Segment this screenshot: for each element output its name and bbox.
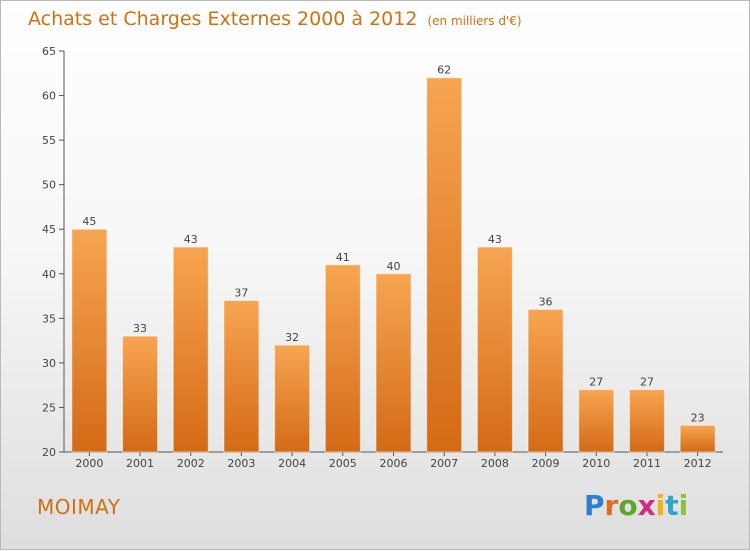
x-tick-label-2006: 2006 — [380, 457, 408, 470]
value-label-2011: 27 — [640, 376, 654, 389]
chart-bars: 45 33 43 37 32 41 40 62 43 36 27 27 23 — [71, 64, 716, 453]
y-tick-label: 65 — [42, 45, 56, 58]
logo-letter: i — [678, 489, 689, 522]
x-tick-label-2000: 2000 — [75, 457, 103, 470]
x-tick-label-2003: 2003 — [227, 457, 255, 470]
x-tick-label-2012: 2012 — [684, 457, 712, 470]
logo-letter: r — [604, 489, 619, 522]
x-tick-label-2011: 2011 — [633, 457, 661, 470]
value-label-2007: 62 — [437, 64, 451, 77]
logo-letter: o — [618, 489, 638, 522]
y-tick-label: 50 — [42, 179, 56, 192]
value-label-2008: 43 — [488, 233, 502, 246]
value-label-2001: 33 — [133, 322, 147, 335]
y-tick-label: 55 — [42, 134, 56, 147]
x-tick-label-2001: 2001 — [126, 457, 154, 470]
chart-title: Achats et Charges Externes 2000 à 2012 (e… — [28, 8, 522, 30]
proxiti-logo: Proxiti — [584, 489, 688, 522]
bar-2003 — [223, 300, 260, 453]
x-tick-label-2010: 2010 — [582, 457, 610, 470]
bar-2007 — [426, 77, 463, 453]
value-label-2004: 32 — [285, 331, 299, 344]
value-label-2005: 41 — [336, 251, 350, 264]
bar-2000 — [71, 228, 108, 453]
bar-2011 — [628, 389, 665, 453]
value-label-2012: 23 — [691, 411, 705, 424]
chart-unit: (en milliers d'€) — [427, 14, 522, 28]
bar-2002 — [172, 246, 209, 453]
logo-letter: x — [637, 489, 656, 522]
value-label-2003: 37 — [234, 287, 248, 300]
bar-2006 — [375, 273, 412, 453]
y-tick-label: 60 — [42, 90, 56, 103]
town-name: MOIMAY — [37, 495, 121, 519]
y-tick-label: 25 — [42, 401, 56, 414]
bar-2009 — [527, 308, 564, 453]
x-tick-label-2004: 2004 — [278, 457, 306, 470]
bar-2008 — [476, 246, 513, 453]
logo-letter: t — [665, 489, 679, 522]
bar-2010 — [578, 389, 615, 453]
value-label-2000: 45 — [82, 215, 96, 228]
y-tick-label: 35 — [42, 312, 56, 325]
x-tick-label-2007: 2007 — [430, 457, 458, 470]
y-tick-label: 40 — [42, 268, 56, 281]
x-tick-label-2008: 2008 — [481, 457, 509, 470]
x-tick-label-2002: 2002 — [177, 457, 205, 470]
y-tick-label: 45 — [42, 223, 56, 236]
y-tick-label: 20 — [42, 446, 56, 459]
bar-2001 — [122, 335, 159, 453]
logo-letter: P — [584, 489, 605, 522]
value-label-2002: 43 — [184, 233, 198, 246]
value-label-2006: 40 — [387, 260, 401, 273]
bar-2012 — [679, 424, 716, 453]
logo-letter: i — [655, 489, 666, 522]
value-label-2009: 36 — [539, 295, 553, 308]
value-label-2010: 27 — [589, 376, 603, 389]
chart-title-text: Achats et Charges Externes 2000 à 2012 — [28, 8, 418, 30]
x-tick-label-2005: 2005 — [329, 457, 357, 470]
y-tick-label: 30 — [42, 357, 56, 370]
x-tick-label-2009: 2009 — [532, 457, 560, 470]
bar-2004 — [274, 344, 311, 453]
bar-2005 — [324, 264, 361, 453]
